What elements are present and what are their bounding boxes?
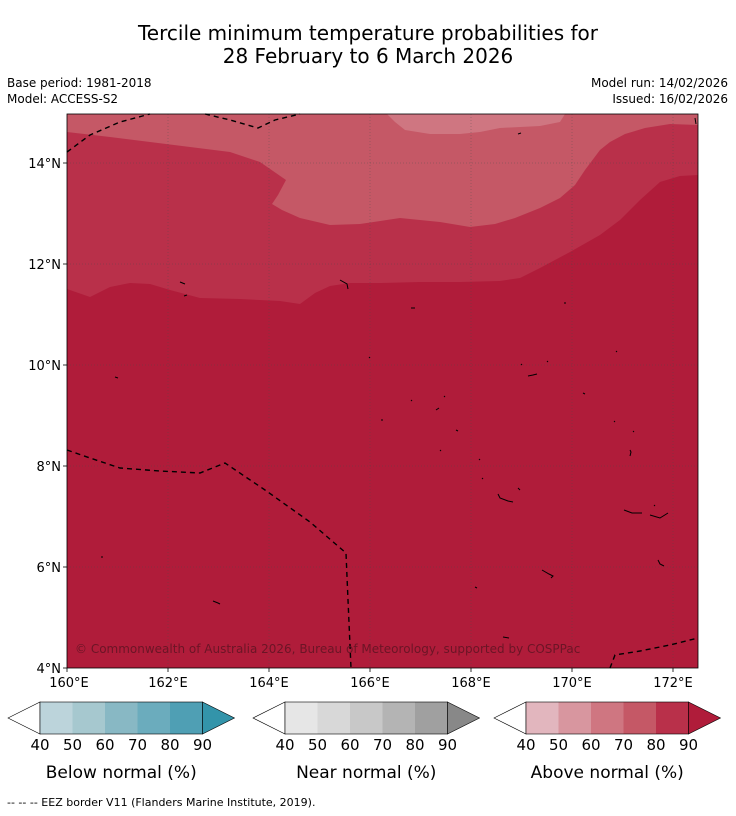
eez-borders [66, 113, 699, 669]
legend-tick-label: 90 [679, 736, 698, 754]
lon-label: 166°E [350, 676, 390, 690]
lat-label: 6°N [37, 561, 62, 576]
legend-tick-label: 70 [128, 736, 147, 754]
legend-tick-label: 50 [308, 736, 327, 754]
colorbar-legends: 40 50 60 70 80 90 Below normal (%) 40 50 60 70 80 90… [7, 701, 722, 783]
legend-swatch [202, 701, 236, 735]
lon-label: 160°E [49, 676, 89, 690]
legend-label: Above normal (%) [531, 763, 684, 783]
model-name: Model: ACCESS-S2 [7, 92, 119, 106]
lon-label: 168°E [451, 676, 491, 690]
legend-1: 40 50 60 70 80 90 Below normal (%) [7, 701, 236, 783]
title-line-1: Tercile minimum temperature probabilitie… [137, 21, 599, 45]
legend-tick-label: 90 [438, 736, 457, 754]
legend-label: Near normal (%) [296, 763, 436, 783]
legend-swatch [317, 702, 350, 734]
meta-right: Model run: 14/02/2026 Issued: 16/02/2026 [591, 75, 728, 107]
legend-tick-label: 50 [549, 736, 568, 754]
legend-swatch [7, 701, 41, 735]
model-run: Model run: 14/02/2026 [590, 76, 728, 90]
legend-swatch [447, 701, 481, 735]
lon-label: 162°E [148, 676, 188, 690]
legend-tick-label: 60 [340, 736, 359, 754]
gridlines [67, 114, 698, 668]
lat-label: 4°N [37, 662, 62, 677]
legend-tick-label: 40 [275, 736, 294, 754]
islands [101, 117, 697, 639]
legend-swatch [493, 701, 527, 735]
lon-label: 164°E [249, 676, 289, 690]
legend-tick-label: 60 [581, 736, 600, 754]
lat-label: 10°N [28, 359, 61, 374]
lat-label: 8°N [37, 460, 62, 475]
eez-footnote: -- -- -- EEZ border V11 (Flanders Marine… [7, 796, 316, 809]
legend-swatch [252, 701, 286, 735]
legend-3: 40 50 60 70 80 90 Above normal (%) [493, 701, 722, 783]
title-line-2: 28 February to 6 March 2026 [222, 44, 514, 68]
legend-swatch [526, 702, 559, 734]
axis-ticks [63, 162, 674, 672]
legend-swatch [137, 702, 170, 734]
lat-label: 14°N [28, 157, 61, 172]
legend-swatch [285, 702, 318, 734]
lon-label: 172°E [653, 676, 693, 690]
meta-left: Base period: 1981-2018 Model: ACCESS-S2 [7, 75, 152, 107]
base-period: Base period: 1981-2018 [7, 76, 152, 90]
legend-tick-label: 80 [160, 736, 179, 754]
lat-labels: 4°N 6°N 8°N 10°N 12°N 14°N [28, 157, 61, 677]
legend-swatch [350, 702, 383, 734]
legend-swatch [591, 702, 624, 734]
legend-swatch [688, 701, 722, 735]
legend-swatch [623, 702, 656, 734]
legend-tick-label: 80 [405, 736, 424, 754]
lon-labels: 160°E 162°E 164°E 166°E 168°E 170°E 172°… [49, 676, 693, 690]
legend-swatch [105, 702, 138, 734]
legend-tick-label: 70 [614, 736, 633, 754]
legend-tick-label: 40 [516, 736, 535, 754]
lon-label: 170°E [552, 676, 592, 690]
legend-swatch [558, 702, 591, 734]
region-above-70-80 [67, 114, 698, 227]
legend-tick-label: 70 [373, 736, 392, 754]
legend-tick-label: 80 [646, 736, 665, 754]
map-frame [67, 114, 698, 668]
legend-tick-label: 40 [30, 736, 49, 754]
region-above-60-70 [387, 114, 565, 134]
map-border [66, 113, 699, 669]
legend-swatch [72, 702, 105, 734]
probability-map: © Commonwealth of Australia 2026, Bureau… [28, 113, 699, 690]
legend-tick-label: 50 [63, 736, 82, 754]
legend-swatch [382, 702, 415, 734]
lat-label: 12°N [28, 258, 61, 273]
issued-date: Issued: 16/02/2026 [612, 92, 728, 106]
map-title: Tercile minimum temperature probabilitie… [0, 22, 736, 68]
legend-label: Below normal (%) [46, 763, 197, 783]
legend-tick-label: 60 [95, 736, 114, 754]
legend-swatch [656, 702, 689, 734]
legend-tick-label: 90 [193, 736, 212, 754]
copyright-text: © Commonwealth of Australia 2026, Bureau… [75, 642, 580, 656]
legend-swatch [40, 702, 73, 734]
legend-swatch [415, 702, 448, 734]
legend-swatch [170, 702, 203, 734]
